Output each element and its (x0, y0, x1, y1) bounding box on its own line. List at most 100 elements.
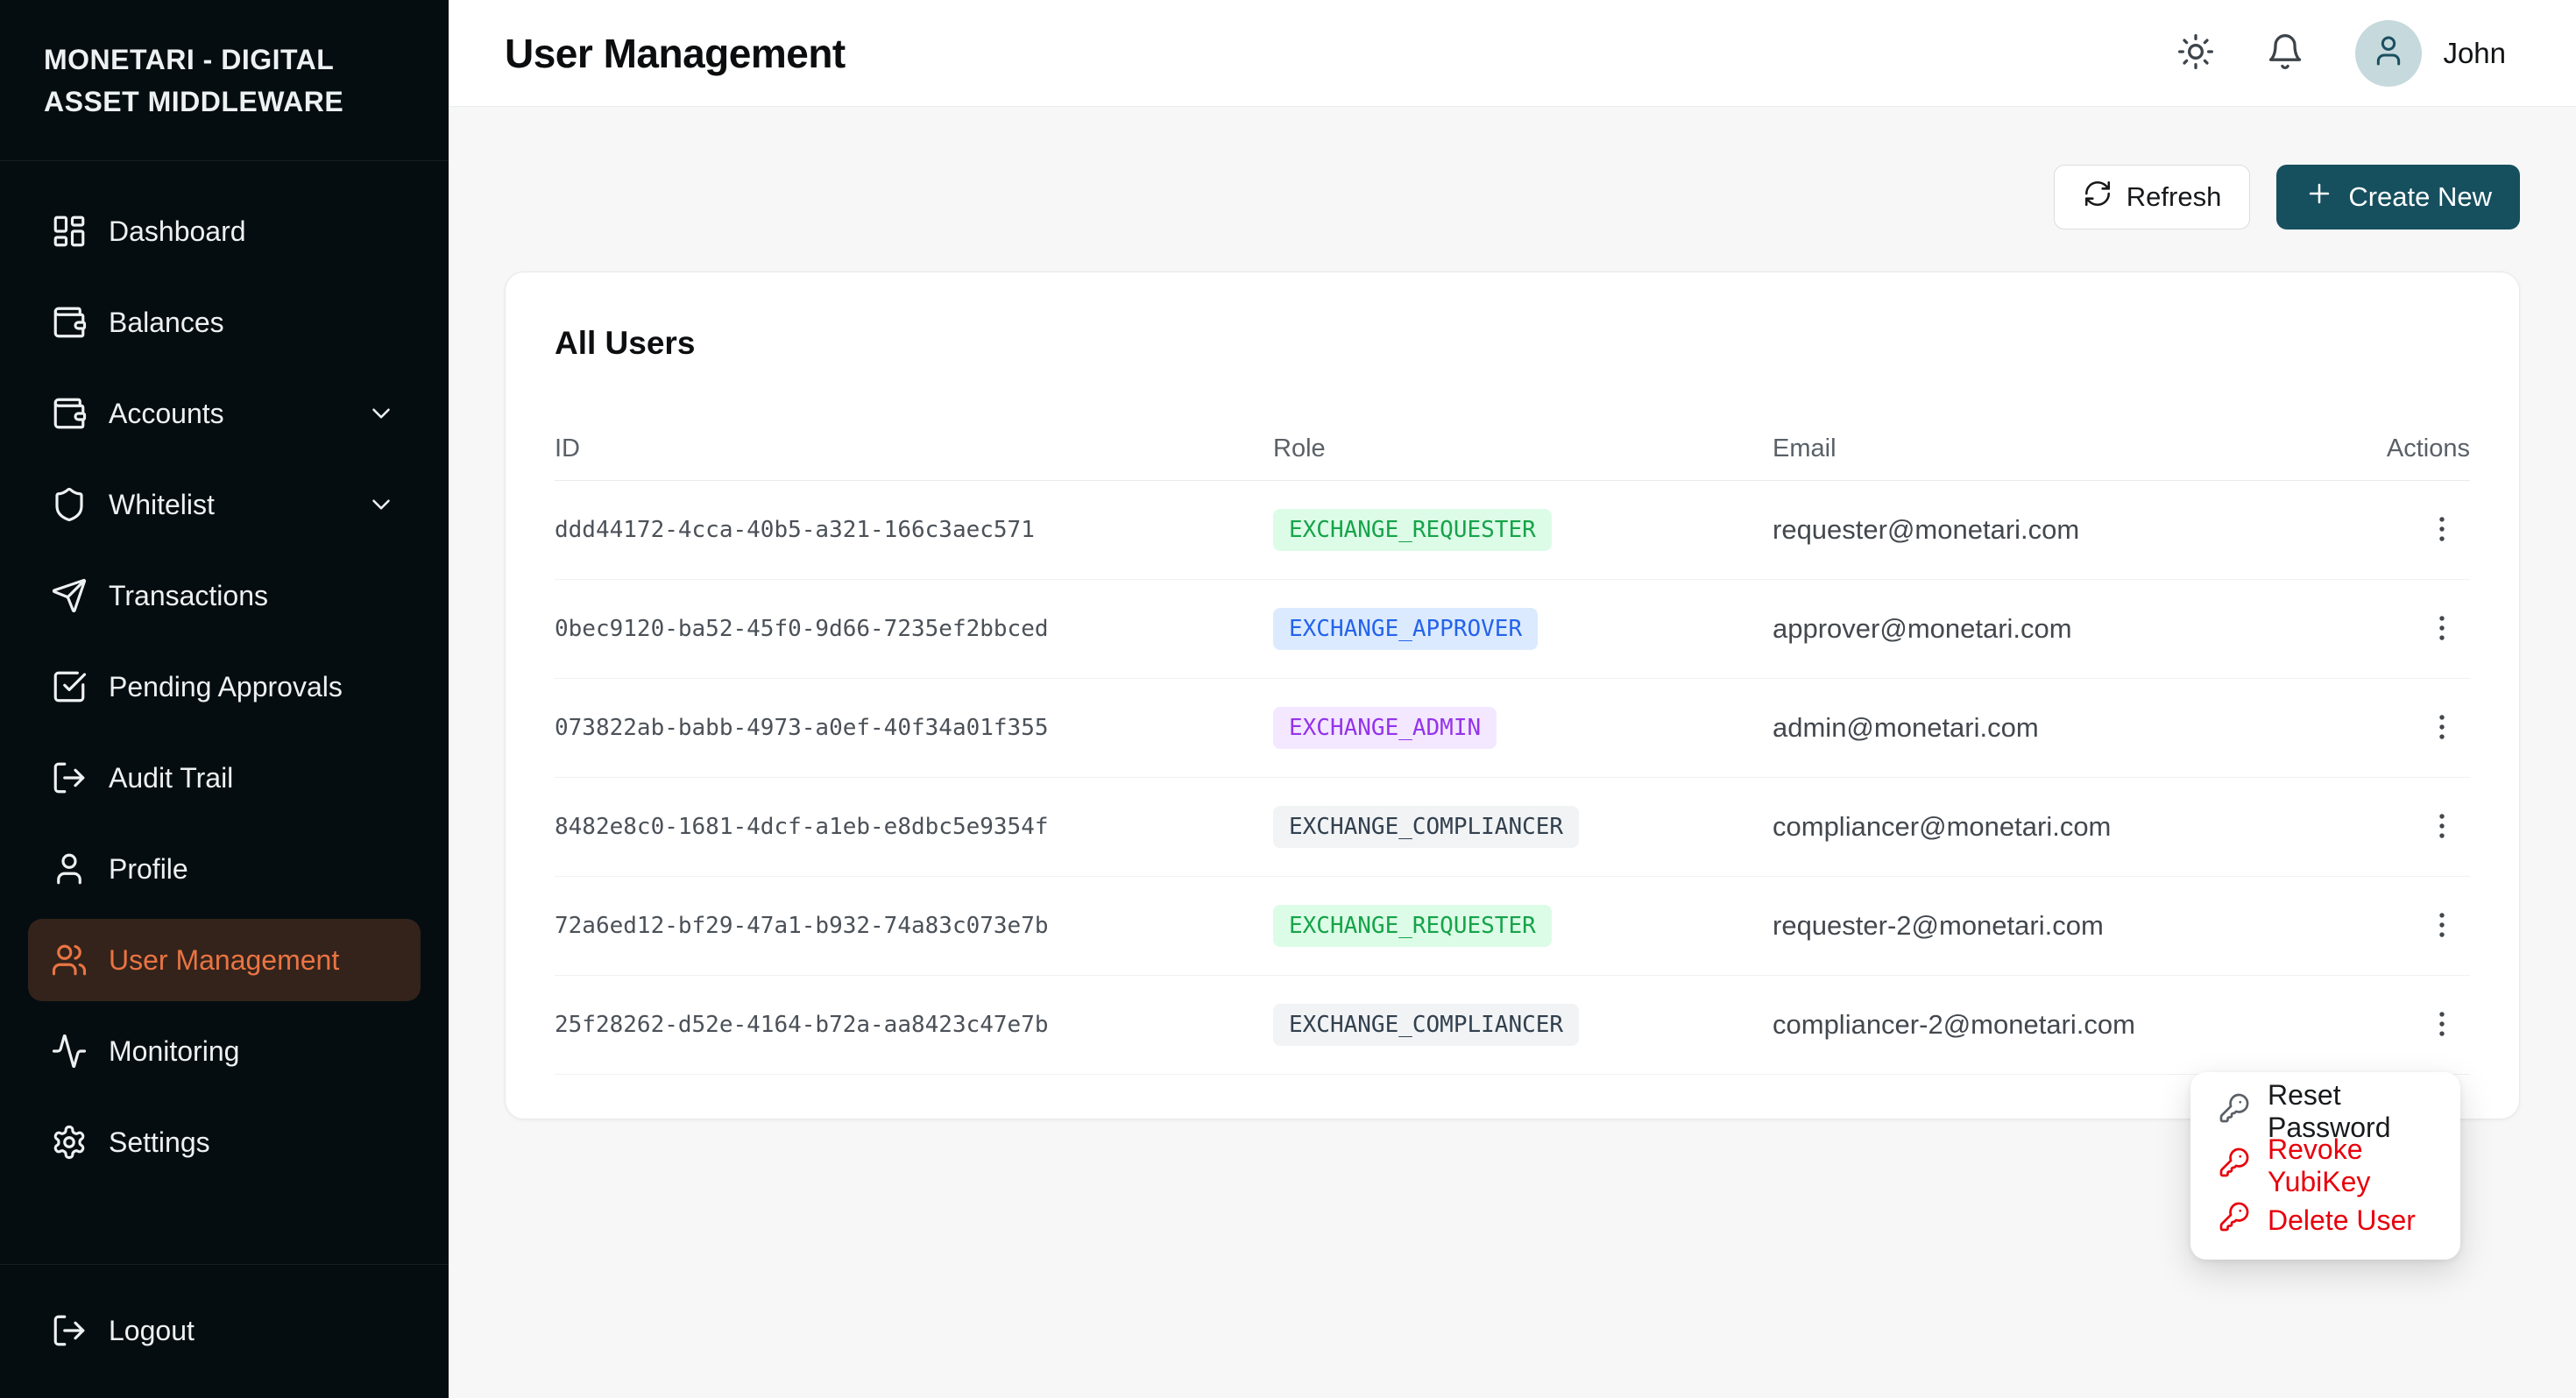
row-actions-button[interactable] (2414, 502, 2470, 558)
sidebar-item-label: Transactions (109, 579, 268, 611)
context-menu-label: Reset Password (2268, 1079, 2391, 1143)
sidebar-item-label: Accounts (109, 397, 224, 429)
user-id-cell: 0bec9120-ba52-45f0-9d66-7235ef2bbced (555, 616, 1049, 642)
sidebar-item-profile[interactable]: Profile (28, 828, 421, 910)
key-icon (2219, 1201, 2250, 1239)
row-actions-button[interactable] (2414, 997, 2470, 1053)
row-actions-button[interactable] (2414, 700, 2470, 756)
user-email-cell: compliancer@monetari.com (1773, 811, 2112, 842)
more-vertical-icon (2425, 710, 2459, 746)
row-actions-button[interactable] (2414, 799, 2470, 855)
sidebar: MONETARI - DIGITAL ASSET MIDDLEWARE Dash… (0, 0, 449, 1398)
more-vertical-icon (2425, 908, 2459, 944)
bell-icon (2266, 32, 2304, 74)
sidebar-item-whitelist[interactable]: Whitelist (28, 463, 421, 546)
column-header-role: Role (1273, 434, 1326, 462)
user-email-cell: admin@monetari.com (1773, 712, 2039, 743)
user-email-cell: approver@monetari.com (1773, 613, 2072, 644)
sun-icon (2176, 32, 2215, 74)
key-icon (2219, 1092, 2250, 1131)
avatar (2355, 19, 2423, 87)
refresh-icon (2083, 179, 2112, 215)
chevron-down-icon (366, 490, 396, 519)
user-icon (51, 851, 88, 887)
sidebar-item-pending-approvals[interactable]: Pending Approvals (28, 646, 421, 728)
users-icon (51, 942, 88, 978)
role-badge: EXCHANGE_APPROVER (1273, 608, 1539, 650)
sidebar-item-settings[interactable]: Settings (28, 1101, 421, 1183)
user-email-cell: requester-2@monetari.com (1773, 910, 2104, 941)
role-badge: EXCHANGE_ADMIN (1273, 707, 1497, 749)
sidebar-item-label: Dashboard (109, 215, 246, 247)
context-menu-label: Delete User (2268, 1204, 2416, 1236)
sidebar-item-accounts[interactable]: Accounts (28, 372, 421, 455)
send-icon (51, 577, 88, 614)
toolbar: Refresh Create New (505, 165, 2520, 229)
sidebar-item-label: Monitoring (109, 1034, 240, 1067)
activity-icon (51, 1033, 88, 1070)
sidebar-footer: Logout (0, 1264, 449, 1398)
sidebar-item-audit-trail[interactable]: Audit Trail (28, 737, 421, 819)
row-actions-button[interactable] (2414, 601, 2470, 657)
context-menu-item-delete-user[interactable]: Delete User (2201, 1193, 2450, 1247)
user-id-cell: 8482e8c0-1681-4dcf-a1eb-e8dbc5e9354f (555, 814, 1049, 840)
main-area: User Management John Refresh (449, 0, 2576, 1398)
square-check-icon (51, 668, 88, 705)
context-menu-item-reset-password[interactable]: Reset Password (2201, 1079, 2450, 1143)
column-header-actions: Actions (2386, 434, 2470, 462)
theme-toggle-button[interactable] (2176, 32, 2215, 74)
sidebar-item-logout[interactable]: Logout (28, 1289, 421, 1372)
context-menu: Reset Password Revoke YubiKey Delete User (2190, 1072, 2460, 1260)
user-role-cell: EXCHANGE_APPROVER (1273, 608, 1773, 650)
dashboard-icon (51, 213, 88, 250)
all-users-card: All Users ID Role Email Actions ddd44172… (505, 272, 2520, 1119)
sidebar-item-monitoring[interactable]: Monitoring (28, 1010, 421, 1092)
user-role-cell: EXCHANGE_COMPLIANCER (1273, 806, 1773, 848)
sidebar-item-label: Balances (109, 306, 224, 338)
sidebar-item-dashboard[interactable]: Dashboard (28, 190, 421, 272)
chevron-down-icon (366, 399, 396, 428)
sidebar-item-label: Settings (109, 1126, 210, 1158)
sidebar-item-user-management[interactable]: User Management (28, 919, 421, 1001)
user-role-cell: EXCHANGE_REQUESTER (1273, 509, 1773, 551)
create-new-button[interactable]: Create New (2276, 165, 2520, 229)
more-vertical-icon (2425, 611, 2459, 647)
user-role-cell: EXCHANGE_COMPLIANCER (1273, 1004, 1773, 1046)
topbar-actions: John (2176, 19, 2506, 87)
table-row: 8482e8c0-1681-4dcf-a1eb-e8dbc5e9354f EXCH… (555, 778, 2470, 877)
sidebar-item-label: Audit Trail (109, 761, 234, 794)
more-vertical-icon (2425, 1007, 2459, 1043)
wallet-icon (51, 395, 88, 432)
context-menu-item-revoke-yubikey[interactable]: Revoke YubiKey (2201, 1133, 2450, 1197)
user-name: John (2443, 36, 2506, 69)
table-row: 25f28262-d52e-4164-b72a-aa8423c47e7b EXCH… (555, 976, 2470, 1075)
user-menu[interactable]: John (2355, 19, 2506, 87)
column-header-email: Email (1773, 434, 1836, 462)
wallet-icon (51, 304, 88, 341)
card-title: All Users (555, 325, 696, 361)
user-role-cell: EXCHANGE_ADMIN (1273, 707, 1773, 749)
sidebar-item-balances[interactable]: Balances (28, 281, 421, 364)
sidebar-item-label: Profile (109, 852, 188, 885)
key-icon (2219, 1147, 2250, 1185)
user-email-cell: requester@monetari.com (1773, 514, 2080, 545)
sidebar-nav: Dashboard Balances Accounts Whitelist Transa… (0, 161, 449, 1264)
column-header-id: ID (555, 434, 580, 462)
log-out-icon (51, 1312, 88, 1349)
sidebar-item-label: Whitelist (109, 488, 215, 520)
role-badge: EXCHANGE_REQUESTER (1273, 905, 1552, 947)
topbar: User Management John (449, 0, 2576, 107)
log-out-icon (51, 759, 88, 796)
refresh-button[interactable]: Refresh (2053, 165, 2251, 229)
role-badge: EXCHANGE_REQUESTER (1273, 509, 1552, 551)
more-vertical-icon (2425, 512, 2459, 548)
row-actions-button[interactable] (2414, 898, 2470, 954)
plus-icon (2304, 179, 2334, 215)
content: Refresh Create New All Users ID Role Ema… (449, 107, 2576, 1398)
notifications-button[interactable] (2266, 32, 2304, 74)
table-row: 073822ab-babb-4973-a0ef-40f34a01f355 EXCH… (555, 679, 2470, 778)
table-row: ddd44172-4cca-40b5-a321-166c3aec571 EXCHA… (555, 481, 2470, 580)
sidebar-item-transactions[interactable]: Transactions (28, 554, 421, 637)
sidebar-item-label: Logout (109, 1314, 195, 1346)
